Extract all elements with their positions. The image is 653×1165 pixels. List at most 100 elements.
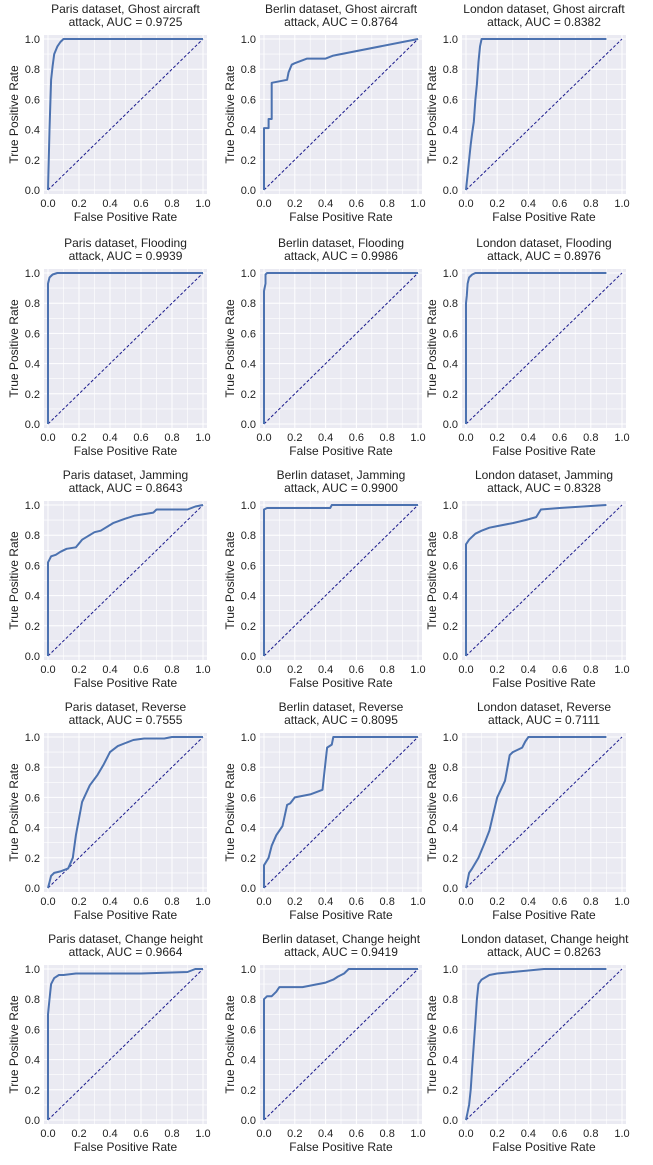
y-tick-label: 1.0 xyxy=(25,500,40,512)
roc-panel: Berlin dataset, Reverse attack, AUC = 0.8… xyxy=(224,701,432,933)
x-axis-label: False Positive Rate xyxy=(74,1140,178,1154)
x-tick-label: 0.2 xyxy=(490,664,505,676)
y-tick-label: 0.2 xyxy=(241,1085,256,1097)
x-axis-label: False Positive Rate xyxy=(289,1140,393,1154)
x-tick-label: 0.4 xyxy=(521,1128,536,1140)
y-tick-label: 0.4 xyxy=(25,1055,40,1067)
roc-curve xyxy=(47,38,203,191)
x-tick-label: 0.0 xyxy=(458,432,473,444)
panel-title-line1: Paris dataset, Reverse xyxy=(64,700,187,714)
panel-title: London dataset, Ghost aircraft attack, AU… xyxy=(461,3,627,29)
y-axis-label: True Positive Rate xyxy=(426,65,439,164)
y-axis-label: True Positive Rate xyxy=(426,299,439,398)
panel-title-line2: attack, AUC = 0.9664 xyxy=(68,945,183,959)
roc-curve xyxy=(263,272,418,424)
x-tick-label: 0.6 xyxy=(133,664,148,676)
x-tick-label: 0.8 xyxy=(380,664,395,676)
roc-panel: Paris dataset, Reverse attack, AUC = 0.75… xyxy=(8,701,216,933)
x-tick-label: 0.6 xyxy=(552,896,567,908)
panel-title-line1: Paris dataset, Jamming xyxy=(62,468,189,482)
y-tick-label: 0.6 xyxy=(241,560,256,572)
x-tick-label: 0.8 xyxy=(583,432,598,444)
x-tick-label: 0.0 xyxy=(40,896,55,908)
roc-curve xyxy=(465,38,607,191)
y-tick-label: 0.2 xyxy=(25,1085,40,1097)
x-tick-label: 0.8 xyxy=(583,664,598,676)
x-tick-label: 0.6 xyxy=(349,198,364,210)
y-axis-label: True Positive Rate xyxy=(8,995,21,1094)
y-axis-label: True Positive Rate xyxy=(426,763,439,862)
y-tick-label: 0.2 xyxy=(25,389,40,401)
y-tick-label: 0.6 xyxy=(443,560,458,572)
y-tick-label: 0.6 xyxy=(443,94,458,106)
x-tick-label: 0.8 xyxy=(583,896,598,908)
roc-chart-svg: 0.00.0 0.2 0.2 0.4 0.4 0.6 0.6 0.8 0.8 1.0 1.0 Fals… xyxy=(8,268,211,458)
panel-title-line2: attack, AUC = 0.8643 xyxy=(68,481,183,495)
x-tick-label: 0.8 xyxy=(380,432,395,444)
y-tick-label: 0.2 xyxy=(241,389,256,401)
panel-title-line1: Berlin dataset, Jamming xyxy=(276,468,406,482)
y-tick-label: 0.6 xyxy=(25,94,40,106)
panel-title: Paris dataset, Flooding attack, AUC = 0.9… xyxy=(43,237,208,263)
chance-diagonal xyxy=(465,968,623,1121)
x-tick-label: 0.8 xyxy=(164,432,179,444)
y-tick-label: 0.0 xyxy=(241,651,256,663)
x-tick-label: 0.4 xyxy=(102,432,117,444)
x-tick-label: 0.0 xyxy=(40,664,55,676)
y-tick-label: 0.2 xyxy=(241,853,256,865)
panel-title: Paris dataset, Reverse attack, AUC = 0.75… xyxy=(43,701,208,727)
roc-panel: Paris dataset, Ghost aircraft attack, AUC… xyxy=(8,3,216,235)
x-tick-label: 0.4 xyxy=(318,432,333,444)
chance-diagonal xyxy=(47,968,204,1121)
x-tick-label: 0.6 xyxy=(552,432,567,444)
y-tick-label: 0.4 xyxy=(241,591,256,603)
x-tick-label: 0.4 xyxy=(521,896,536,908)
panel-title-line1: Paris dataset, Ghost aircraft xyxy=(51,2,200,16)
y-tick-label: 1.0 xyxy=(25,34,40,46)
y-tick-label: 0.8 xyxy=(25,530,40,542)
x-axis-label: False Positive Rate xyxy=(74,676,178,690)
x-tick-label: 1.0 xyxy=(410,432,425,444)
x-axis-label: False Positive Rate xyxy=(492,908,596,922)
roc-curve xyxy=(465,968,607,1121)
x-tick-label: 0.4 xyxy=(102,664,117,676)
x-tick-label: 0.2 xyxy=(490,198,505,210)
panel-title-line2: attack, AUC = 0.8382 xyxy=(487,15,601,29)
x-tick-label: 0.2 xyxy=(287,896,302,908)
panel-title: Berlin dataset, Ghost aircraft attack, AU… xyxy=(259,3,423,29)
x-tick-label: 1.0 xyxy=(614,432,629,444)
x-tick-label: 0.0 xyxy=(458,1128,473,1140)
x-axis-label: False Positive Rate xyxy=(492,1140,596,1154)
y-tick-label: 0.2 xyxy=(443,155,458,167)
y-tick-label: 0.2 xyxy=(241,155,256,167)
panel-title-line2: attack, AUC = 0.8263 xyxy=(487,945,601,959)
y-tick-label: 1.0 xyxy=(241,964,256,976)
panel-title-line2: attack, AUC = 0.9900 xyxy=(284,481,398,495)
roc-chart-svg: 0.00.0 0.2 0.2 0.4 0.4 0.6 0.6 0.8 0.8 1.0 1.0 Fals… xyxy=(224,34,426,224)
y-tick-label: 0.8 xyxy=(241,298,256,310)
y-tick-label: 0.8 xyxy=(241,762,256,774)
panel-title-line1: Paris dataset, Flooding xyxy=(64,236,187,250)
panel-title: Berlin dataset, Flooding attack, AUC = 0.… xyxy=(259,237,423,263)
roc-chart-svg: 0.00.0 0.2 0.2 0.4 0.4 0.6 0.6 0.8 0.8 1.0 1.0 Fals… xyxy=(8,964,211,1154)
x-axis-label: False Positive Rate xyxy=(289,676,393,690)
x-tick-label: 0.0 xyxy=(256,664,271,676)
x-axis-label: False Positive Rate xyxy=(74,908,178,922)
panel-title: London dataset, Jamming attack, AUC = 0.8… xyxy=(461,469,627,495)
x-tick-label: 0.2 xyxy=(71,1128,86,1140)
y-tick-label: 0.8 xyxy=(25,762,40,774)
x-tick-label: 0.0 xyxy=(40,1128,55,1140)
panel-title-line2: attack, AUC = 0.7111 xyxy=(488,713,600,727)
panel-title: Berlin dataset, Reverse attack, AUC = 0.8… xyxy=(259,701,423,727)
panel-title-line2: attack, AUC = 0.8976 xyxy=(487,249,601,263)
panel-title-line2: attack, AUC = 0.9939 xyxy=(68,249,183,263)
roc-chart-svg: 0.00.0 0.2 0.2 0.4 0.4 0.6 0.6 0.8 0.8 1.0 1.0 Fals… xyxy=(8,34,211,224)
x-axis-label: False Positive Rate xyxy=(74,444,178,458)
y-tick-label: 0.4 xyxy=(443,125,458,137)
chance-diagonal xyxy=(47,38,204,191)
roc-chart-svg: 0.00.0 0.2 0.2 0.4 0.4 0.6 0.6 0.8 0.8 1.0 1.0 Fals… xyxy=(426,500,630,690)
chance-diagonal xyxy=(465,736,623,889)
x-tick-label: 1.0 xyxy=(195,432,210,444)
roc-chart-svg: 0.00.0 0.2 0.2 0.4 0.4 0.6 0.6 0.8 0.8 1.0 1.0 Fals… xyxy=(8,732,211,922)
panel-title-line2: attack, AUC = 0.7555 xyxy=(68,713,183,727)
